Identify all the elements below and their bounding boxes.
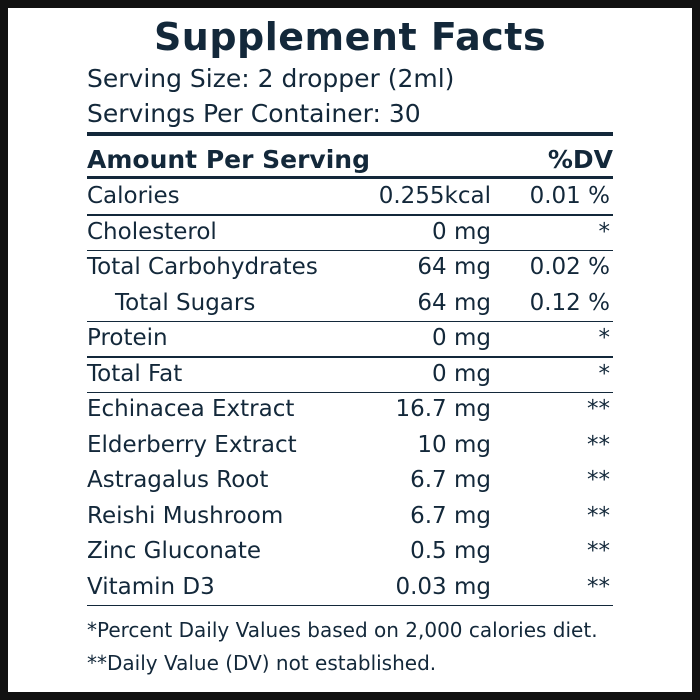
rule xyxy=(87,356,613,358)
nutrient-name: Total Carbohydrates xyxy=(87,254,318,280)
footnote: *Percent Daily Values based on 2,000 cal… xyxy=(87,618,598,642)
nutrient-name: Echinacea Extract xyxy=(87,396,295,422)
nutrient-name: Total Sugars xyxy=(115,289,256,316)
nutrient-amount: 6.7 mg xyxy=(410,502,491,529)
nutrient-dv: * xyxy=(598,325,611,351)
footnote: **Daily Value (DV) not established. xyxy=(87,651,437,675)
nutrient-name: Reishi Mushroom xyxy=(87,502,284,529)
nutrient-amount: 64 mg xyxy=(417,254,491,280)
nutrient-dv: 0.01 % xyxy=(529,183,610,209)
nutrient-name: Vitamin D3 xyxy=(87,573,215,600)
nutrient-amount: 64 mg xyxy=(417,289,491,316)
nutrient-amount: 0 mg xyxy=(432,360,491,387)
rule xyxy=(87,249,613,251)
nutrient-amount: 0.03 mg xyxy=(395,573,491,600)
nutrient-dv: 0.12 % xyxy=(529,289,610,316)
nutrient-name: Calories xyxy=(87,183,180,209)
nutrient-amount: 0 mg xyxy=(432,218,491,245)
title: Supplement Facts xyxy=(153,15,547,59)
nutrient-dv: 0.02 % xyxy=(529,254,610,280)
nutrient-dv: ** xyxy=(587,467,610,493)
nutrient-name: Elderberry Extract xyxy=(87,431,297,458)
nutrient-dv: ** xyxy=(587,431,610,458)
header-dv: %DV xyxy=(547,145,613,174)
nutrient-dv: ** xyxy=(587,396,610,422)
nutrient-amount: 6.7 mg xyxy=(410,467,491,493)
rule xyxy=(87,391,613,393)
nutrient-amount: 10 mg xyxy=(417,431,491,458)
nutrient-dv: ** xyxy=(587,502,610,529)
nutrient-amount: 0.5 mg xyxy=(410,538,491,564)
nutrient-name: Total Fat xyxy=(87,360,183,387)
nutrient-name: Astragalus Root xyxy=(87,467,269,493)
nutrient-name: Zinc Gluconate xyxy=(87,538,262,564)
nutrient-dv: ** xyxy=(587,538,610,564)
nutrient-amount: 0.255kcal xyxy=(378,183,491,209)
serving-size: Serving Size: 2 dropper (2ml) xyxy=(87,64,455,93)
nutrient-amount: 16.7 mg xyxy=(395,396,491,422)
nutrient-amount: 0 mg xyxy=(432,325,491,351)
nutrient-name: Protein xyxy=(87,325,168,351)
nutrient-dv: * xyxy=(598,218,611,245)
rule xyxy=(87,604,613,606)
rule xyxy=(87,176,613,179)
rule xyxy=(87,214,613,216)
servings-per-container: Servings Per Container: 30 xyxy=(87,99,421,128)
nutrient-dv: * xyxy=(598,360,611,387)
rule xyxy=(87,132,613,136)
rule xyxy=(87,320,613,322)
nutrient-name: Cholesterol xyxy=(87,218,217,245)
nutrient-dv: ** xyxy=(587,573,610,600)
header-amount: Amount Per Serving xyxy=(87,145,370,174)
